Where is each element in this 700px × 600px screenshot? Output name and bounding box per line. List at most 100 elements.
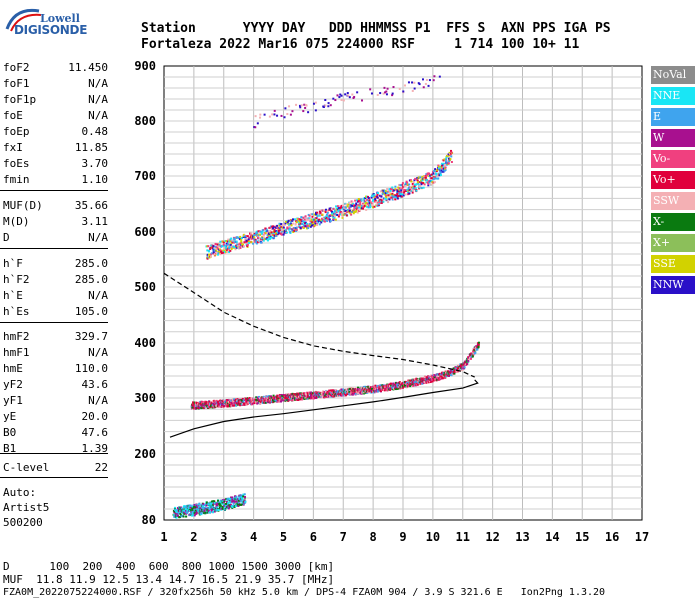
echo-point [254,238,257,241]
echo-point [398,87,401,90]
echo-point [192,510,195,513]
echo-point [443,158,446,161]
echo-point [448,160,451,163]
echo-point [268,238,271,241]
echo-point [335,207,338,210]
echo-point [385,190,388,193]
echo-point [255,399,258,402]
echo-point [477,343,480,346]
echo-point [273,109,276,112]
echo-point [418,83,421,86]
echo-point [401,183,404,186]
echo-point [299,226,302,229]
echo-point [447,154,450,157]
echo-point [292,222,295,225]
echo-point [326,211,329,214]
echo-point [230,399,233,402]
legend-item-e: E [651,108,695,126]
echo-point [285,396,288,399]
echo-point [260,399,263,402]
echo-point [306,222,309,225]
echo-point [409,379,412,382]
echo-point [392,198,395,201]
echo-point [345,203,348,206]
echo-point [193,512,196,515]
echo-point [264,238,267,241]
echo-point [310,391,313,394]
echo-point [189,504,192,507]
echo-point [466,362,469,365]
echo-point [279,229,282,232]
echo-point [392,382,395,385]
echo-point [468,358,471,361]
echo-point [209,403,212,406]
echo-point [238,503,241,506]
echo-point [340,94,343,97]
echo-point [271,113,274,116]
echo-point [374,384,377,387]
param-name: fmin [3,173,30,186]
echo-point [228,498,231,501]
echo-point [266,234,269,237]
echo-point [209,510,212,513]
param-value: N/A [88,109,108,122]
echo-point [272,225,275,228]
echo-point [234,498,237,501]
echo-point [271,227,274,230]
echo-point [348,209,351,212]
echo-point [344,394,347,397]
echo-point [268,232,271,235]
echo-point [295,226,298,229]
echo-point [273,228,276,231]
echo-point [276,399,279,402]
echo-point [439,174,442,177]
echo-point [431,379,434,382]
echo-point [329,389,332,392]
echo-point [450,155,453,158]
echo-point [427,180,430,183]
echo-point [283,116,286,119]
echo-point [371,387,374,390]
echo-point [460,363,463,366]
param-value: 1.10 [81,173,109,186]
echo-point [381,199,384,202]
echo-point [311,221,314,224]
echo-point [345,388,348,391]
echo-point [216,508,219,511]
echo-point [453,372,456,375]
echo-point [450,151,453,154]
echo-point [286,112,289,115]
echo-point [353,208,356,211]
echo-point [291,392,294,395]
echo-point [273,236,276,239]
echo-point [293,229,296,232]
echo-point [194,402,197,405]
echo-point [386,188,389,191]
header-values: Fortaleza 2022 Mar16 075 224000 RSF 1 71… [141,37,580,52]
echo-point [362,207,365,210]
echo-point [195,512,198,515]
echo-point [385,93,388,96]
echo-point [244,397,247,400]
echo-point [208,256,211,259]
echo-point [360,207,363,210]
echo-point [276,394,279,397]
echo-point [276,224,279,227]
echo-point [255,232,258,235]
echo-point [239,242,242,245]
echo-point [227,243,230,246]
echo-point [230,237,233,240]
echo-point [280,114,283,117]
echo-point [329,220,332,223]
echo-point [379,385,382,388]
echo-point [411,89,414,92]
echo-point [180,507,183,510]
echo-point [449,158,452,161]
echo-point [255,230,258,233]
echo-point [339,93,342,96]
echo-point [331,212,334,215]
echo-point [368,201,371,204]
param-value: N/A [88,289,108,302]
echo-point [402,185,405,188]
echo-point [346,393,349,396]
